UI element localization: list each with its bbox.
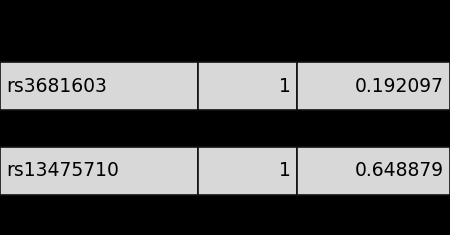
Text: 1: 1: [279, 161, 291, 180]
Text: 0.648879: 0.648879: [355, 161, 444, 180]
Bar: [297, 147, 450, 195]
Text: rs3681603: rs3681603: [6, 77, 107, 95]
Text: 1: 1: [279, 77, 291, 95]
Text: 0.192097: 0.192097: [355, 77, 444, 95]
Bar: [0, 62, 198, 110]
Bar: [0, 147, 198, 195]
Text: rs13475710: rs13475710: [6, 161, 119, 180]
Bar: [198, 62, 297, 110]
Bar: [297, 62, 450, 110]
Bar: [198, 147, 297, 195]
